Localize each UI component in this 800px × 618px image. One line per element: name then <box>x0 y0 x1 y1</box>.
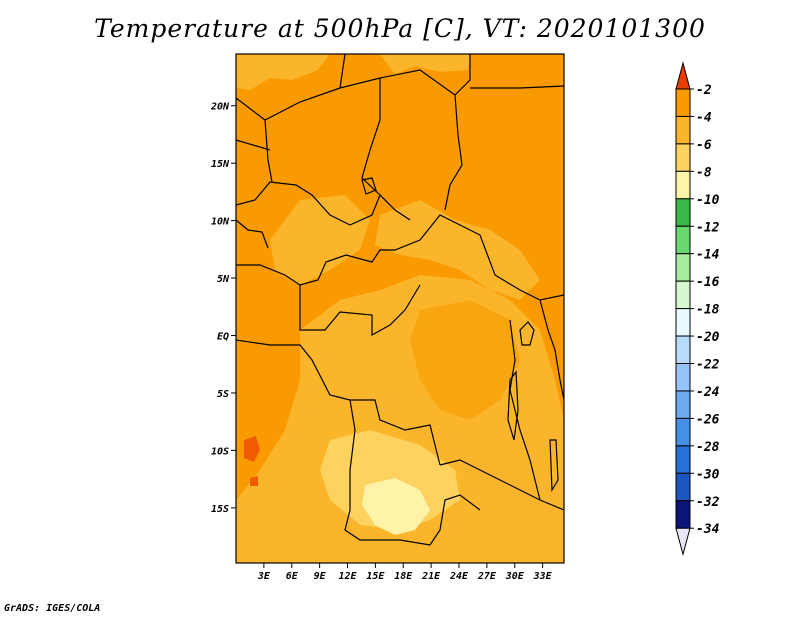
lake-chad <box>361 177 377 195</box>
lon-tick-label: 21E <box>421 571 441 582</box>
colorbar-bottom-arrow <box>675 527 691 557</box>
colorbar-label: -32 <box>696 495 720 510</box>
temperature-field <box>236 54 564 563</box>
map-title: Temperature at 500hPa [C], VT: 202010130… <box>94 14 706 43</box>
lake-victoria <box>519 321 535 346</box>
colorbar: -2 -4 -6 -8 -10 -12 -14 -16 -18 -20 -22 -24 -26 -28 -3… <box>675 61 720 557</box>
colorbar-label: -12 <box>696 220 720 235</box>
lakes <box>361 177 559 493</box>
colorbar-label: -2 <box>696 83 712 98</box>
colorbar-segment <box>675 308 691 337</box>
field-patch-congo <box>410 300 520 420</box>
colorbar-label: -4 <box>696 110 712 125</box>
colorbar-top-arrow <box>675 61 691 90</box>
colorbar-label: -6 <box>696 138 712 153</box>
colorbar-segment <box>675 253 691 282</box>
lon-tick-label: 27E <box>477 571 497 582</box>
colorbar-label: -26 <box>696 412 720 427</box>
colorbar-segment <box>675 88 691 117</box>
lon-tick-label: 6E <box>286 571 299 582</box>
colorbar-label: -24 <box>696 385 720 400</box>
lat-tick-label: 10N <box>211 217 230 228</box>
lon-tick-label: 12E <box>338 571 357 582</box>
field-patch-central <box>375 200 540 300</box>
colorbar-segment <box>675 280 691 310</box>
lat-tick-label: 20N <box>210 102 230 113</box>
lon-tick-label: 9E <box>314 571 327 582</box>
field-patch-north <box>236 54 330 90</box>
lon-tick-label: 33E <box>533 571 553 582</box>
colorbar-segment <box>675 472 691 502</box>
latitude-axis: 20N 15N 10N 5N EQ 5S 10S 15S <box>210 102 236 515</box>
colorbar-segment <box>675 198 691 227</box>
colorbar-label: -30 <box>696 467 720 482</box>
colorbar-label: -16 <box>696 275 720 290</box>
colorbar-segment <box>675 390 691 419</box>
lon-tick-label: 3E <box>257 571 271 582</box>
lat-tick-label: 15S <box>211 504 229 515</box>
colorbar-segment <box>675 417 691 447</box>
lat-tick-label: 15N <box>211 159 230 170</box>
colorbar-label: -10 <box>696 193 720 208</box>
field-patch-northeast <box>380 54 470 74</box>
lake-malawi <box>549 439 559 493</box>
colorbar-segment <box>675 170 691 200</box>
lake-tanganyika <box>507 370 519 441</box>
colorbar-segment <box>675 363 691 392</box>
lon-tick-label: 18E <box>394 571 413 582</box>
colorbar-label: -20 <box>696 330 720 345</box>
longitude-axis: 3E 6E 9E 12E 15E 18E 21E 24E 27E 30E 33E <box>257 563 553 582</box>
colorbar-label: -14 <box>696 248 720 263</box>
colorbar-segment <box>675 225 691 255</box>
colorbar-segment <box>675 445 691 474</box>
lon-tick-label: 15E <box>366 571 385 582</box>
lon-tick-label: 30E <box>505 571 525 582</box>
lon-tick-label: 24E <box>449 571 469 582</box>
country-borders <box>236 54 564 546</box>
colorbar-segment <box>675 335 691 364</box>
colorbar-segment <box>675 115 691 145</box>
field-patch-palest <box>362 478 430 535</box>
lat-tick-label: 10S <box>211 446 229 457</box>
colorbar-segment <box>675 500 691 529</box>
colorbar-label: -28 <box>696 440 720 455</box>
lat-tick-label: 5S <box>217 389 229 400</box>
lat-tick-label: EQ <box>217 332 229 343</box>
colorbar-label: -18 <box>696 303 720 318</box>
colorbar-segment <box>675 143 691 172</box>
field-spot-warm <box>244 436 260 462</box>
colorbar-label: -34 <box>696 522 720 537</box>
colorbar-label: -22 <box>696 358 720 373</box>
field-spot-warm-2 <box>250 476 258 486</box>
lat-tick-label: 5N <box>217 274 230 285</box>
colorbar-label: -8 <box>696 165 712 180</box>
map-frame <box>235 53 565 564</box>
credit-text: GrADS: IGES/COLA <box>4 603 101 614</box>
field-patch-west-central <box>270 195 370 285</box>
